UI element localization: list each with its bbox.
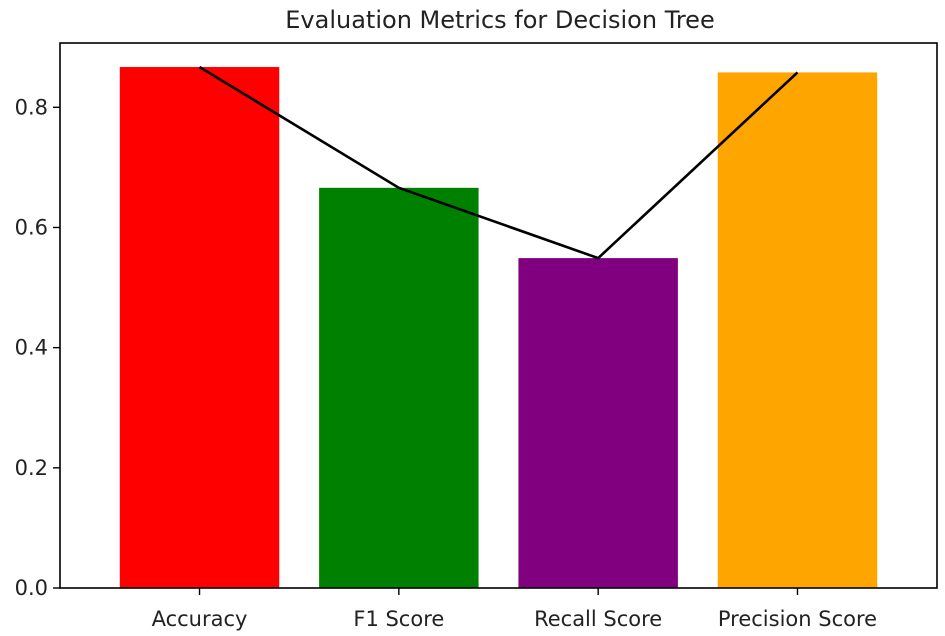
y-tick-label: 0.4 bbox=[15, 336, 48, 360]
bars-layer bbox=[119, 67, 878, 589]
line-layer bbox=[198, 65, 799, 260]
x-axis: Accuracy F1 Score Recall Score Precision Sc… bbox=[152, 588, 877, 631]
overlay-line bbox=[198, 65, 799, 260]
y-tick-label: 0.0 bbox=[15, 576, 48, 600]
bar-precision-score bbox=[717, 72, 878, 588]
x-tick-label: Recall Score bbox=[534, 607, 662, 631]
bar-f1-score bbox=[319, 187, 479, 589]
x-tick-label: F1 Score bbox=[353, 607, 444, 631]
y-tick-label: 0.2 bbox=[15, 456, 48, 480]
y-tick-label: 0.6 bbox=[15, 215, 48, 239]
y-tick-label: 0.8 bbox=[15, 95, 48, 119]
x-tick-label: Accuracy bbox=[152, 607, 248, 631]
chart-title: Evaluation Metrics for Decision Tree bbox=[285, 6, 714, 34]
x-tick-label: Precision Score bbox=[718, 607, 877, 631]
plot-frame bbox=[59, 42, 938, 589]
bar-accuracy bbox=[119, 67, 280, 588]
bar-recall-score bbox=[518, 258, 678, 588]
y-axis: 0.0 0.2 0.4 0.6 0.8 bbox=[15, 95, 60, 600]
